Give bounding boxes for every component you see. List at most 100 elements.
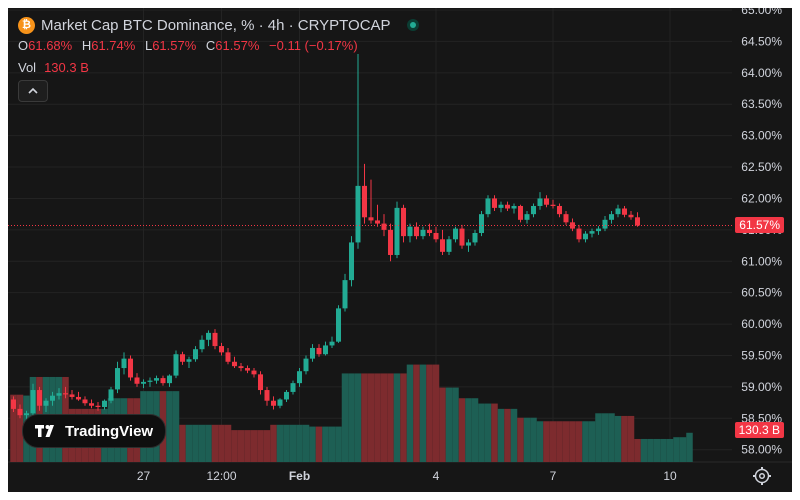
candle [453, 226, 458, 243]
candle [342, 273, 348, 312]
candle-body [537, 198, 543, 206]
candle-body [615, 208, 621, 215]
volume-bar [445, 387, 453, 462]
volume-bar [192, 424, 199, 462]
candle-body [518, 205, 523, 220]
candle-body [323, 345, 328, 355]
candle [479, 211, 484, 237]
volume-bar [198, 424, 206, 462]
candle-body [56, 393, 62, 396]
candle-body [303, 358, 309, 372]
volume-bar [679, 437, 687, 462]
candle [108, 386, 114, 404]
candle-body [11, 399, 16, 409]
candle-body [30, 390, 36, 414]
collapse-legend-button[interactable] [18, 80, 48, 102]
candle-body [134, 377, 140, 384]
gear-icon[interactable] [752, 466, 772, 486]
candle [277, 398, 283, 409]
candle-body [609, 214, 614, 220]
candle-body [297, 371, 302, 384]
candle [251, 368, 257, 378]
candle-body [212, 332, 218, 347]
candle [323, 341, 328, 356]
volume-bar [166, 391, 173, 462]
price-tick-label: 62.50% [741, 160, 782, 174]
candle [128, 355, 133, 381]
candle-body [628, 214, 634, 218]
candle-body [329, 341, 335, 346]
candle [472, 229, 478, 246]
volume-bar [484, 403, 492, 462]
candle [329, 336, 335, 348]
volume-bar [211, 424, 219, 462]
volume-bar [283, 424, 290, 462]
volume-bar [367, 373, 375, 462]
volume-bar [361, 373, 368, 462]
volume-bar [185, 424, 193, 462]
candle-body [433, 233, 439, 240]
candle-body [485, 198, 491, 215]
candle-body [511, 205, 517, 209]
candle-body [401, 207, 406, 237]
price-tick-label: 63.00% [741, 129, 782, 143]
candle [134, 373, 140, 387]
candle-body [355, 185, 361, 243]
volume-bar [172, 391, 180, 462]
candle [485, 195, 491, 218]
volume-bar [588, 421, 596, 462]
candle [310, 344, 315, 362]
candle-body [349, 242, 354, 281]
volume-bar [328, 426, 336, 462]
candle [615, 204, 621, 218]
chart-frame[interactable]: 58.00% 58.50% 59.00% 59.50% 60.00% 60.50% 61.0… [8, 8, 792, 492]
candle [583, 231, 588, 243]
candle-body [167, 375, 172, 384]
candle-body [414, 226, 419, 237]
candle-body [180, 354, 185, 362]
market-status-icon[interactable] [406, 19, 419, 31]
candle-body [284, 391, 289, 400]
candle [550, 199, 556, 209]
candle [173, 350, 179, 379]
candle [284, 390, 289, 402]
candle-body [362, 185, 367, 218]
candle-body [154, 378, 159, 381]
candle [563, 211, 569, 225]
price-tick-label: 61.00% [741, 254, 782, 268]
tradingview-logo[interactable]: TradingView [22, 414, 167, 448]
bitcoin-icon: ₿ [18, 16, 35, 34]
candle [50, 391, 55, 406]
candle-body [128, 358, 133, 378]
candle-body [381, 223, 387, 230]
candle [180, 351, 185, 365]
candle [167, 374, 172, 387]
candle-body [407, 226, 413, 237]
volume-bar [491, 403, 498, 462]
candle-body [17, 408, 23, 416]
candle-body [102, 400, 107, 408]
candle-body [544, 198, 549, 205]
candle [401, 204, 406, 243]
volume-bar [205, 424, 212, 462]
candle-body [245, 368, 250, 371]
candle [349, 236, 354, 287]
candle-body [264, 390, 270, 401]
volume-bar [322, 426, 329, 462]
volume-bar [16, 394, 24, 462]
candle [602, 216, 608, 232]
candle [622, 205, 627, 218]
symbol-title[interactable]: Market Cap BTC Dominance, % · 4h · CRYPT… [41, 16, 391, 34]
candle [589, 228, 595, 238]
candle [63, 386, 68, 399]
candle [420, 226, 426, 240]
candle-body [583, 233, 588, 240]
volume-legend: Vol 130.3 B [18, 60, 89, 75]
candle-body [420, 229, 426, 237]
volume-bar [549, 421, 557, 462]
candle [316, 344, 322, 357]
volume-bar [218, 424, 225, 462]
volume-bar [640, 438, 648, 462]
candle [544, 195, 549, 208]
candle [76, 391, 81, 401]
